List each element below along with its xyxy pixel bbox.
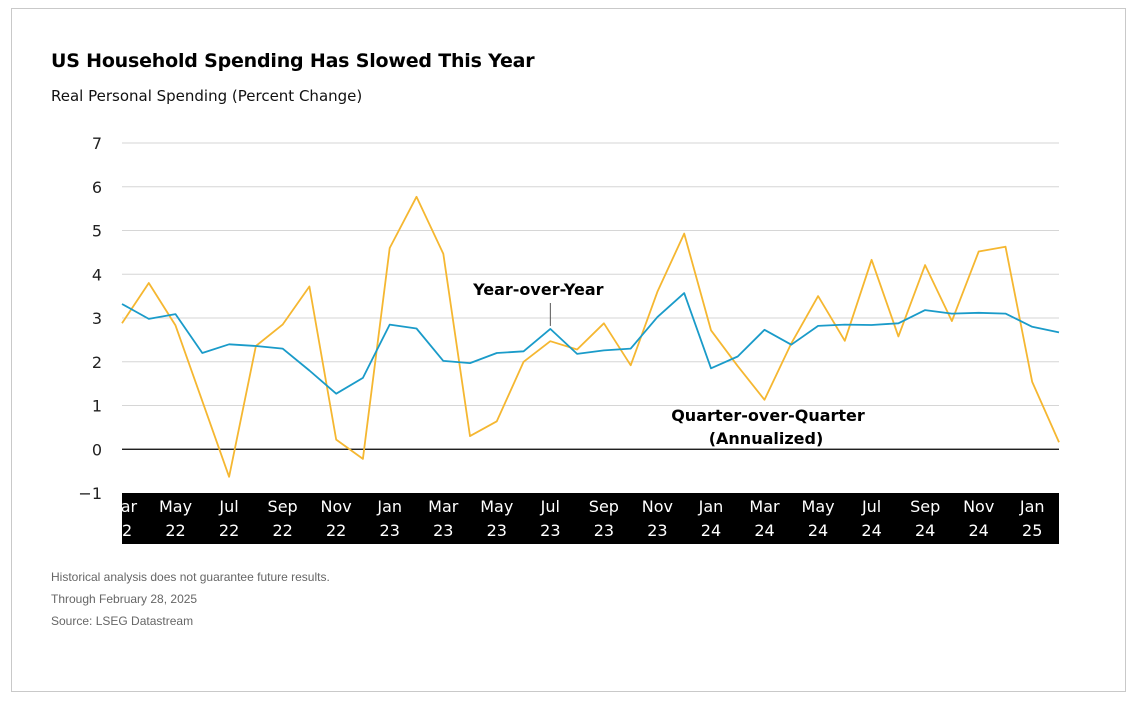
x-tick-label-year: 25 [1022,521,1042,540]
x-tick-label-month: Jul [218,497,238,516]
yoy-annotation-label: Year-over-Year [472,280,604,299]
x-tick-label-year: 23 [380,521,400,540]
x-tick-label-year: 22 [272,521,292,540]
qoq-annotation-sublabel: (Annualized) [709,429,824,448]
x-tick-label-year: 24 [701,521,721,540]
x-tick-label-year: 22 [219,521,239,540]
y-tick-label: 1 [92,397,102,416]
x-tick-label-month: May [802,497,835,516]
x-tick-label-month: Sep [268,497,298,516]
x-tick-label-month: May [480,497,513,516]
x-tick-label-month: Mar [428,497,459,516]
x-tick-label-month: Jan [1019,497,1045,516]
footnote-date: Through February 28, 2025 [51,592,198,606]
x-tick-label-month: Jan [376,497,402,516]
x-tick-label-month: Nov [963,497,994,516]
x-tick-label-month: May [159,497,192,516]
x-tick-label-year: 22 [326,521,346,540]
x-tick-label-year: 23 [647,521,667,540]
qoq-annotation-label: Quarter-over-Quarter [671,406,865,425]
x-tick-label-month: Mar [107,497,138,516]
x-tick-label-month: Nov [321,497,352,516]
x-tick-label-year: 23 [594,521,614,540]
x-tick-label-month: Sep [910,497,940,516]
y-tick-label: 3 [92,309,102,328]
x-tick-label-month: Nov [642,497,673,516]
footnote-source: Source: LSEG Datastream [51,614,194,628]
x-tick-label-year: 24 [808,521,828,540]
x-tick-label-month: Jul [540,497,560,516]
x-tick-label-year: 23 [487,521,507,540]
y-tick-label: −1 [78,484,102,503]
y-tick-label: 0 [92,440,102,459]
x-tick-label-year: 22 [112,521,132,540]
x-tick-label-month: Jan [698,497,724,516]
chart-subtitle: Real Personal Spending (Percent Change) [51,87,363,105]
qoq-series-line [121,195,1060,478]
chart-title: US Household Spending Has Slowed This Ye… [51,50,535,72]
y-tick-label: 4 [92,265,102,284]
y-tick-label: 5 [92,222,102,241]
y-tick-label: 2 [92,353,102,372]
x-axis-band [122,493,1059,544]
x-tick-label-year: 22 [165,521,185,540]
x-tick-label-month: Sep [589,497,619,516]
x-tick-label-month: Jul [861,497,881,516]
y-tick-label: 6 [92,178,102,197]
x-tick-label-year: 23 [540,521,560,540]
chart-card [11,8,1126,692]
x-tick-label-month: Mar [749,497,780,516]
x-tick-label-year: 24 [861,521,881,540]
x-tick-label-year: 24 [754,521,774,540]
y-tick-label: 7 [92,134,102,153]
x-tick-label-year: 23 [433,521,453,540]
x-tick-label-year: 24 [969,521,989,540]
footnote-disclaimer: Historical analysis does not guarantee f… [51,570,330,584]
x-tick-label-year: 24 [915,521,935,540]
yoy-series-line [121,292,1060,395]
